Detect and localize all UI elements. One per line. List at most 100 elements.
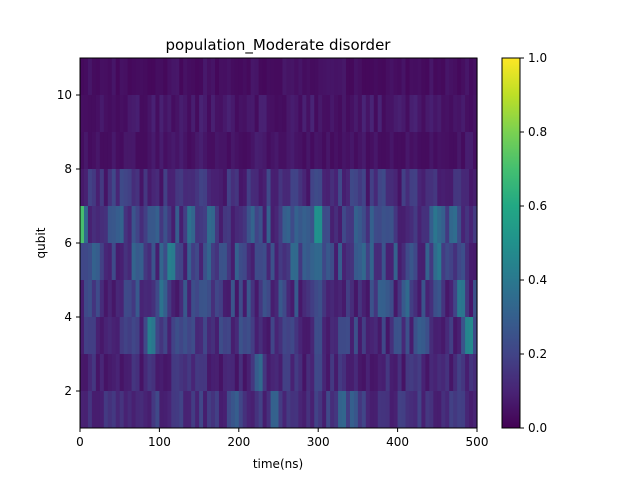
heatmap-cell [119, 243, 125, 280]
heatmap-cell [401, 391, 407, 428]
heatmap-cell [405, 95, 411, 132]
heatmap-cell [167, 243, 172, 280]
heatmap-cell [302, 58, 307, 95]
heatmap-cell [389, 206, 395, 243]
heatmap-cell [377, 354, 383, 391]
heatmap-cell [409, 132, 415, 169]
heatmap-cell [326, 243, 331, 280]
heatmap-cell [302, 391, 307, 428]
y-tick-label: 6 [64, 236, 72, 250]
heatmap-cell [262, 169, 268, 206]
heatmap-cell [238, 317, 244, 354]
heatmap-cell [306, 280, 311, 317]
heatmap-cell [242, 58, 248, 95]
heatmap-cell [294, 280, 299, 317]
heatmap-cell [222, 58, 228, 95]
heatmap-cell [167, 206, 172, 243]
heatmap-cell [95, 206, 101, 243]
heatmap-cell [393, 132, 399, 169]
heatmap-cell [214, 169, 220, 206]
heatmap-cell [290, 169, 295, 206]
heatmap-cell [338, 58, 343, 95]
heatmap-cell [361, 58, 367, 95]
heatmap-cell [238, 95, 244, 132]
heatmap-cell [80, 206, 85, 243]
heatmap-cell [95, 391, 101, 428]
heatmap-cell [242, 243, 248, 280]
heatmap-cell [211, 132, 216, 169]
heatmap-cell [119, 354, 125, 391]
heatmap-cell [199, 243, 204, 280]
heatmap-cell [449, 132, 454, 169]
heatmap-cell [191, 206, 196, 243]
heatmap-cell [147, 132, 153, 169]
heatmap-cell [453, 132, 458, 169]
heatmap-cell [437, 206, 442, 243]
heatmap-cell [290, 243, 295, 280]
heatmap-cell [111, 58, 117, 95]
heatmap-cell [302, 280, 307, 317]
heatmap-cell [425, 280, 430, 317]
heatmap-cell [318, 317, 323, 354]
heatmap-cell [135, 169, 141, 206]
heatmap-cell [322, 58, 327, 95]
heatmap-cell [207, 58, 212, 95]
heatmap-cell [357, 243, 363, 280]
heatmap-cell [473, 243, 478, 280]
heatmap-cell [334, 132, 339, 169]
heatmap-cell [338, 132, 343, 169]
heatmap-cell [349, 391, 355, 428]
heatmap-cell [274, 391, 280, 428]
heatmap-cell [326, 280, 331, 317]
heatmap-cell [286, 280, 292, 317]
heatmap-cell [397, 206, 403, 243]
heatmap-cell [429, 95, 434, 132]
heatmap-cell [175, 317, 180, 354]
heatmap-cell [342, 243, 347, 280]
heatmap-cell [457, 58, 462, 95]
heatmap-cell [314, 243, 319, 280]
heatmap-cell [151, 95, 157, 132]
heatmap-cell [361, 169, 367, 206]
heatmap-cell [274, 280, 280, 317]
heatmap-cell [274, 354, 280, 391]
heatmap-cell [147, 391, 153, 428]
heatmap-cell [99, 132, 105, 169]
heatmap-cell [87, 317, 93, 354]
heatmap-cell [234, 243, 240, 280]
heatmap-cell [286, 317, 292, 354]
heatmap-cell [290, 132, 295, 169]
heatmap-cell [218, 95, 224, 132]
heatmap-cell [187, 58, 192, 95]
heatmap-cell [397, 132, 403, 169]
heatmap-cell [195, 206, 200, 243]
heatmap-cell [314, 206, 319, 243]
heatmap-cell [397, 95, 403, 132]
heatmap-cell [453, 317, 458, 354]
heatmap-cell [294, 354, 299, 391]
heatmap-cell [465, 354, 470, 391]
heatmap-cell [139, 280, 145, 317]
heatmap-cell [405, 317, 411, 354]
heatmap-cell [385, 169, 391, 206]
heatmap-cell [326, 169, 331, 206]
heatmap-cell [211, 169, 216, 206]
heatmap-cell [218, 391, 224, 428]
heatmap-cell [270, 280, 276, 317]
heatmap-cell [338, 206, 343, 243]
heatmap-cell [326, 206, 331, 243]
heatmap-cell [155, 354, 160, 391]
heatmap-cell [433, 58, 438, 95]
heatmap-cell [151, 206, 157, 243]
heatmap-cell [393, 58, 399, 95]
heatmap-cell [286, 169, 292, 206]
heatmap-cell [230, 132, 236, 169]
heatmap-cell [417, 95, 423, 132]
heatmap-cell [433, 206, 438, 243]
x-axis: 0 100 200 300 400 500 [76, 428, 488, 449]
heatmap-cell [286, 391, 292, 428]
heatmap-cell [393, 317, 399, 354]
heatmap-cell [139, 95, 145, 132]
heatmap-cell [262, 280, 268, 317]
heatmap-cell [226, 169, 232, 206]
